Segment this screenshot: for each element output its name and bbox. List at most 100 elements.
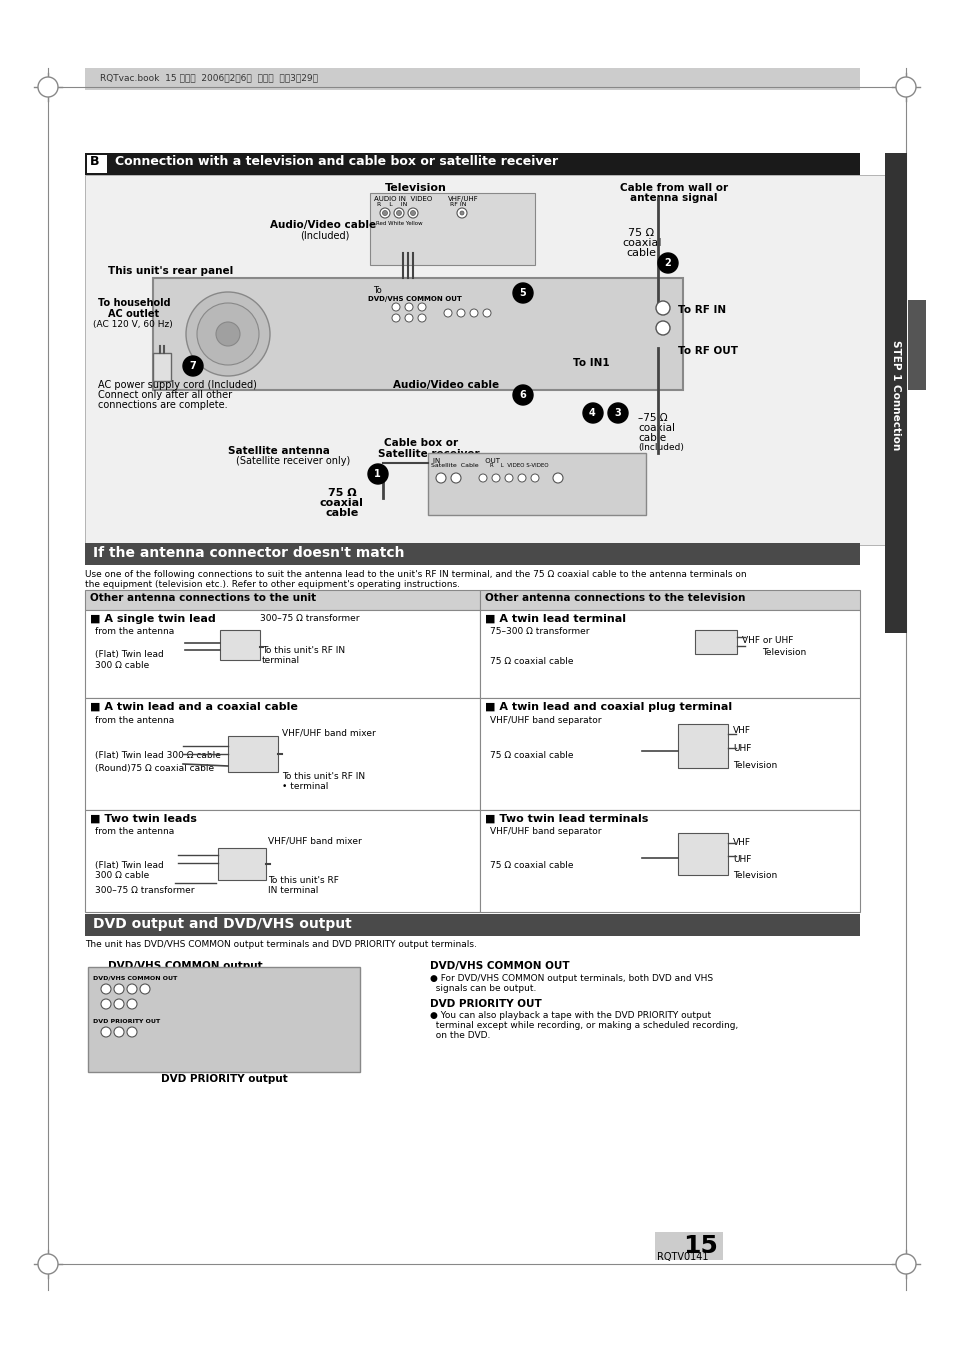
Circle shape [895, 1254, 915, 1274]
Text: Satellite antenna: Satellite antenna [228, 446, 330, 457]
Circle shape [405, 313, 413, 322]
Text: (AC 120 V, 60 Hz): (AC 120 V, 60 Hz) [92, 320, 172, 330]
Circle shape [405, 303, 413, 311]
Text: VHF/UHF band mixer: VHF/UHF band mixer [268, 836, 361, 844]
Text: Television: Television [732, 871, 777, 880]
Text: Satellite receiver: Satellite receiver [377, 449, 479, 459]
Bar [428, 453, 645, 515]
Text: on the DVD.: on the DVD. [430, 1031, 490, 1040]
Text: VHF: VHF [732, 838, 750, 847]
Text: RQTvac.book  15 ページ  2006年2月6日  月曜日  午後3時29分: RQTvac.book 15 ページ 2006年2月6日 月曜日 午後3時29分 [100, 73, 317, 82]
Text: To this unit's RF: To this unit's RF [268, 875, 338, 885]
Text: To this unit's RF IN: To this unit's RF IN [262, 646, 345, 655]
Circle shape [392, 313, 399, 322]
Text: Cable box or: Cable box or [384, 438, 457, 449]
Text: DVD/VHS COMMON output: DVD/VHS COMMON output [108, 961, 262, 971]
Text: R    L    IN: R L IN [376, 203, 407, 207]
Circle shape [368, 463, 388, 484]
Text: To household: To household [98, 299, 171, 308]
Text: 75 Ω coaxial cable: 75 Ω coaxial cable [490, 861, 573, 870]
Text: the equipment (television etc.). Refer to other equipment's operating instructio: the equipment (television etc.). Refer t… [85, 580, 459, 589]
Text: from the antenna: from the antenna [95, 627, 174, 636]
Text: (Flat) Twin lead 300 Ω cable: (Flat) Twin lead 300 Ω cable [95, 751, 221, 761]
Text: –75 Ω: –75 Ω [638, 413, 667, 423]
Text: coaxial: coaxial [319, 499, 363, 508]
Text: 300–75 Ω transformer: 300–75 Ω transformer [260, 613, 359, 623]
Circle shape [408, 208, 417, 218]
Text: To this unit's RF IN: To this unit's RF IN [282, 771, 365, 781]
Bar [884, 153, 906, 634]
Text: UHF: UHF [732, 744, 751, 753]
Text: 2: 2 [663, 258, 670, 267]
Bar [85, 590, 479, 611]
Circle shape [417, 303, 426, 311]
Bar [88, 967, 359, 1071]
Text: AC power supply cord (Included): AC power supply cord (Included) [98, 380, 256, 390]
Text: 300 Ω cable: 300 Ω cable [95, 661, 149, 670]
Text: Audio/Video cable: Audio/Video cable [393, 380, 498, 390]
Bar [655, 1232, 722, 1260]
Circle shape [443, 309, 452, 317]
Text: If the antenna connector doesn't match: If the antenna connector doesn't match [92, 546, 404, 561]
Text: 3: 3 [614, 408, 620, 417]
Circle shape [478, 474, 486, 482]
Circle shape [392, 303, 399, 311]
Text: cable: cable [638, 434, 665, 443]
Text: (Flat) Twin lead: (Flat) Twin lead [95, 650, 164, 659]
Text: Use one of the following connections to suit the antenna lead to the unit's RF I: Use one of the following connections to … [85, 570, 746, 580]
Text: 6: 6 [518, 390, 525, 400]
Text: 75 Ω: 75 Ω [627, 228, 654, 238]
Text: coaxial: coaxial [638, 423, 675, 434]
Circle shape [38, 1254, 58, 1274]
Bar [85, 915, 859, 936]
Text: ● You can also playback a tape with the DVD PRIORITY output: ● You can also playback a tape with the … [430, 1011, 710, 1020]
Text: ■ Two twin lead terminals: ■ Two twin lead terminals [484, 815, 648, 824]
Text: VHF/UHF: VHF/UHF [448, 196, 478, 203]
Circle shape [482, 309, 491, 317]
Text: The unit has DVD/VHS COMMON output terminals and DVD PRIORITY output terminals.: The unit has DVD/VHS COMMON output termi… [85, 940, 477, 948]
Circle shape [492, 474, 499, 482]
Text: connections are complete.: connections are complete. [98, 400, 228, 409]
Text: Television: Television [761, 648, 805, 657]
Text: VHF/UHF band separator: VHF/UHF band separator [490, 716, 601, 725]
Text: AC outlet: AC outlet [108, 309, 159, 319]
Text: 7: 7 [189, 361, 195, 372]
Bar [85, 811, 479, 912]
Text: 1: 1 [374, 469, 380, 480]
Circle shape [656, 301, 669, 315]
Bar [152, 353, 171, 381]
Text: 300 Ω cable: 300 Ω cable [95, 871, 149, 880]
Text: Connect only after all other: Connect only after all other [98, 390, 232, 400]
Bar [152, 278, 682, 390]
Circle shape [127, 998, 137, 1009]
Circle shape [517, 474, 525, 482]
Text: 75 Ω coaxial cable: 75 Ω coaxial cable [490, 751, 573, 761]
Text: Audio/Video cable: Audio/Video cable [270, 220, 375, 230]
Text: cable: cable [625, 249, 656, 258]
Circle shape [140, 984, 150, 994]
Text: To RF IN: To RF IN [678, 305, 725, 315]
Text: terminal except while recording, or making a scheduled recording,: terminal except while recording, or maki… [430, 1021, 738, 1029]
Circle shape [607, 403, 627, 423]
Circle shape [394, 208, 403, 218]
Text: RF IN: RF IN [450, 203, 466, 207]
Text: 4: 4 [588, 408, 595, 417]
Circle shape [382, 211, 387, 216]
Circle shape [531, 474, 538, 482]
Circle shape [410, 211, 416, 216]
Text: cable: cable [326, 508, 359, 517]
Text: ■ A twin lead and a coaxial cable: ■ A twin lead and a coaxial cable [90, 703, 297, 712]
Circle shape [553, 473, 562, 484]
Text: Red White Yellow: Red White Yellow [375, 222, 422, 226]
Text: DVD PRIORITY OUT: DVD PRIORITY OUT [430, 998, 541, 1009]
Text: (Included): (Included) [299, 230, 349, 240]
Text: DVD output and DVD/VHS output: DVD output and DVD/VHS output [92, 917, 352, 931]
Text: Connection with a television and cable box or satellite receiver: Connection with a television and cable b… [115, 155, 558, 168]
Text: ■ A twin lead and coaxial plug terminal: ■ A twin lead and coaxial plug terminal [484, 703, 731, 712]
Text: signals can be output.: signals can be output. [430, 984, 536, 993]
Text: Television: Television [732, 761, 777, 770]
Text: 5: 5 [518, 288, 525, 299]
Bar [85, 153, 859, 176]
Text: AUDIO IN  VIDEO: AUDIO IN VIDEO [374, 196, 432, 203]
Bar [85, 176, 884, 544]
